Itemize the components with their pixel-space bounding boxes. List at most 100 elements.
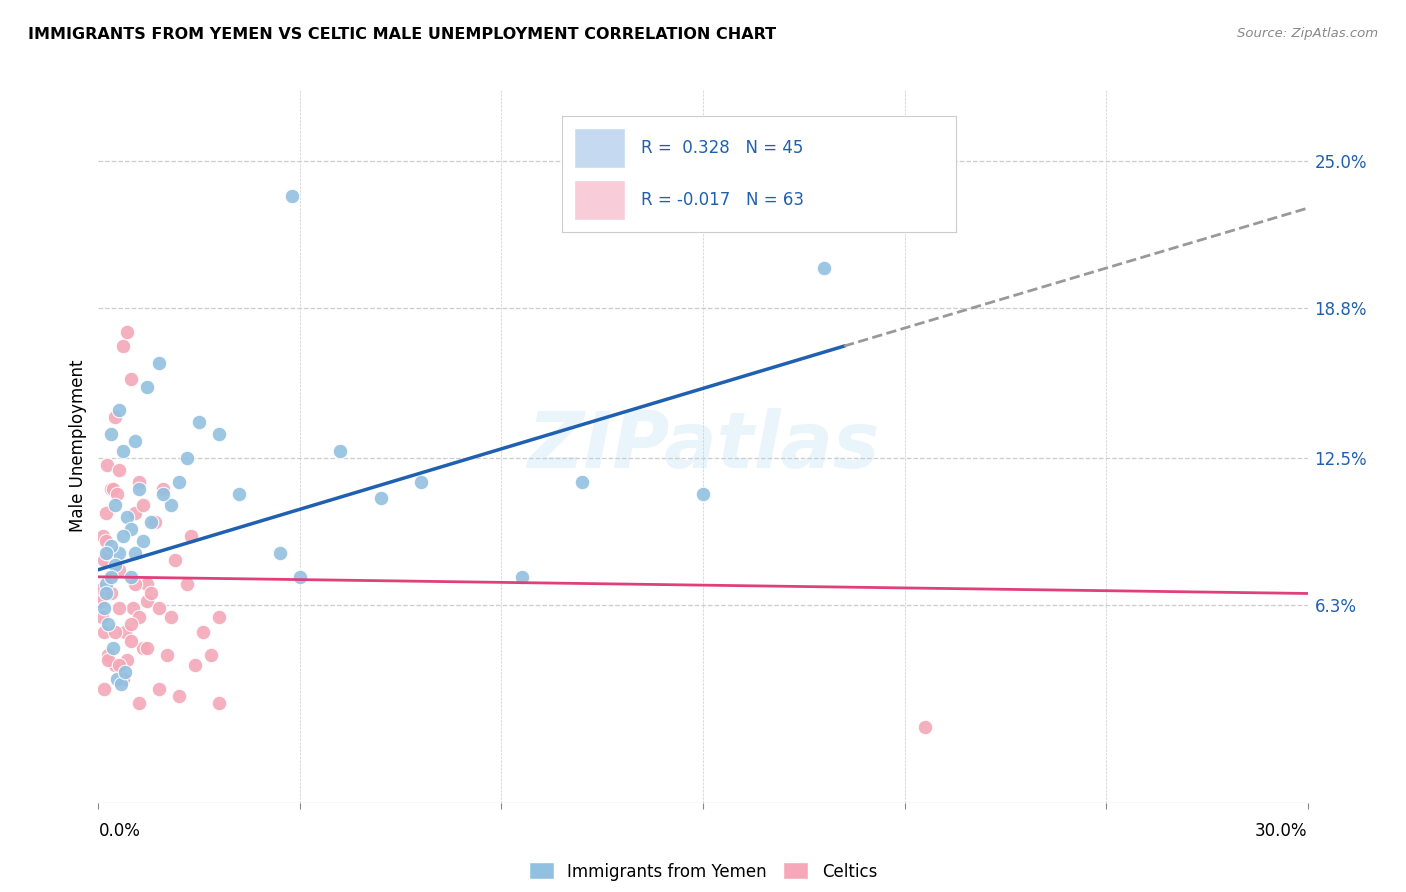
Point [114,665,136,679]
Point [124,577,146,591]
Point [105,672,128,686]
Point [97,617,120,632]
Point [208,696,231,710]
Point [132,641,155,656]
Point [193,624,215,639]
Text: 30.0%: 30.0% [1256,822,1308,840]
Point [100,570,122,584]
Point [135,641,157,656]
Point [208,427,231,442]
Text: 0.0%: 0.0% [98,822,141,840]
Text: ZIPatlas: ZIPatlas [527,408,879,484]
Point [135,379,157,393]
Point [100,427,122,442]
Point [200,648,222,663]
Point [176,450,198,465]
Point [160,499,183,513]
Point [111,672,134,686]
Point [124,434,146,449]
Point [167,689,190,703]
Point [111,443,134,458]
Text: IMMIGRANTS FROM YEMEN VS CELTIC MALE UNEMPLOYMENT CORRELATION CHART: IMMIGRANTS FROM YEMEN VS CELTIC MALE UNE… [28,27,776,42]
Point [98,570,121,584]
Point [115,510,138,524]
Point [96,546,118,560]
Point [148,681,170,696]
Point [107,546,129,560]
Point [160,610,183,624]
Point [120,634,142,648]
Point [96,577,118,591]
Point [288,570,311,584]
Point [120,570,142,584]
Point [94,506,117,520]
Bar [574,128,626,169]
Point [692,486,714,500]
Text: R = -0.017   N = 63: R = -0.017 N = 63 [641,191,804,209]
Point [167,475,190,489]
Point [114,624,136,639]
Point [115,653,138,667]
Point [93,624,115,639]
Point [128,482,150,496]
Point [111,672,134,686]
Point [370,491,392,506]
Point [281,189,304,203]
Point [101,641,124,656]
Point [813,260,835,275]
Point [139,586,162,600]
Point [100,539,122,553]
Point [139,515,162,529]
Point [409,475,432,489]
Point [96,586,118,600]
Point [132,534,155,549]
Point [329,443,352,458]
Point [184,657,207,672]
Point [156,648,179,663]
Point [115,325,138,339]
Text: Source: ZipAtlas.com: Source: ZipAtlas.com [1237,27,1378,40]
Point [93,600,115,615]
Point [110,677,132,691]
Point [105,486,128,500]
Point [93,553,115,567]
Point [97,546,120,560]
Point [152,482,174,496]
Point [128,475,150,489]
Point [120,617,142,632]
Point [96,458,118,472]
Point [914,720,936,734]
Point [107,563,129,577]
Point [148,600,170,615]
Point [510,570,533,584]
Point [269,546,291,560]
Text: R =  0.328   N = 45: R = 0.328 N = 45 [641,139,803,157]
Point [132,499,155,513]
Point [93,681,115,696]
Point [228,486,250,500]
Point [103,499,125,513]
Point [90,610,112,624]
Point [143,515,166,529]
Point [110,672,132,686]
Point [152,486,174,500]
Y-axis label: Male Unemployment: Male Unemployment [69,359,87,533]
Point [107,600,129,615]
Point [163,553,186,567]
Point [571,475,593,489]
Point [107,463,129,477]
Point [100,482,122,496]
Point [124,546,146,560]
Legend: Immigrants from Yemen, Celtics: Immigrants from Yemen, Celtics [522,855,884,888]
Point [91,582,114,596]
Point [135,593,157,607]
Point [188,415,211,429]
Point [103,657,125,672]
Point [135,577,157,591]
Point [97,653,120,667]
Point [121,600,143,615]
Point [208,610,231,624]
Point [103,410,125,425]
Point [91,529,114,543]
Point [101,482,124,496]
